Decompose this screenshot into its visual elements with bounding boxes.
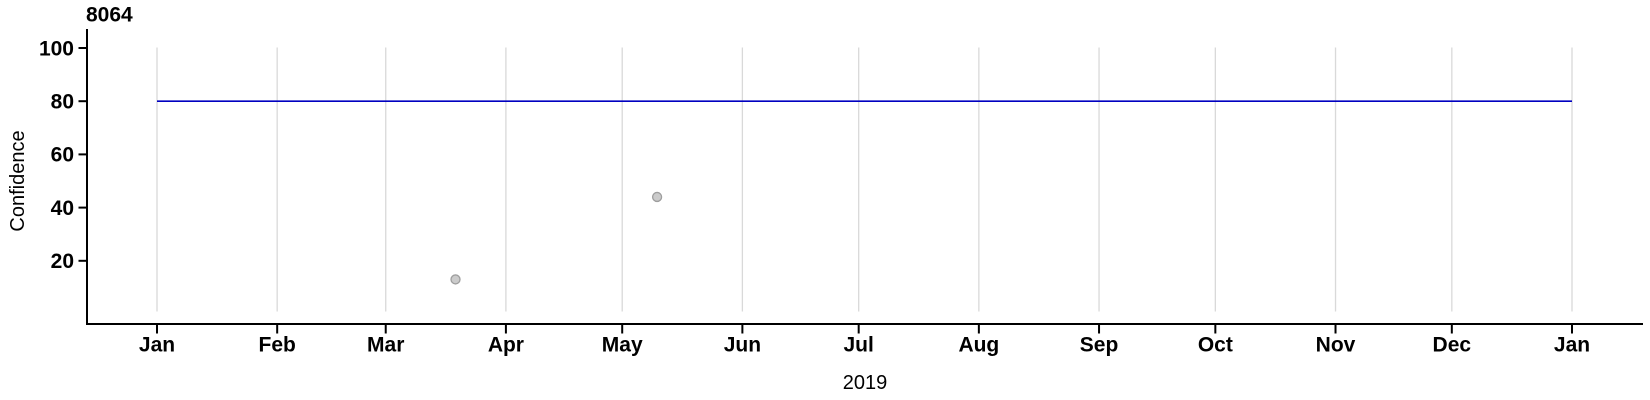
x-tick-label: Jun xyxy=(724,334,761,357)
x-tick-label: Jan xyxy=(1554,334,1590,357)
y-tick-label: 40 xyxy=(51,197,74,220)
y-tick-label: 60 xyxy=(51,144,74,167)
x-tick-label: Dec xyxy=(1433,334,1472,357)
y-axis-title: Confidence xyxy=(7,130,29,231)
gridlines-group xyxy=(156,47,1573,312)
data-point xyxy=(651,191,663,203)
x-tick-label: Jul xyxy=(844,334,874,357)
y-tick-label: 80 xyxy=(51,91,74,114)
data-point xyxy=(450,274,461,285)
x-axis-title: 2019 xyxy=(843,372,888,394)
tick-labels-group: Jan Feb Mar Apr May Jun Jul Aug Sep Oct Nov Dec Jan 2… xyxy=(39,37,1590,356)
series-group xyxy=(157,100,1572,285)
x-tick-label: Apr xyxy=(488,334,524,357)
ticks-group xyxy=(78,47,1573,334)
x-tick-label: Feb xyxy=(259,334,296,357)
x-tick-label: Oct xyxy=(1198,334,1233,357)
x-tick-label: Aug xyxy=(958,334,999,357)
chart-title: 8064 xyxy=(86,4,133,27)
x-tick-label: Mar xyxy=(367,334,404,357)
y-tick-label: 100 xyxy=(39,37,74,60)
y-tick-label: 20 xyxy=(51,250,74,273)
axes-group xyxy=(86,29,1643,325)
x-tick-label: Nov xyxy=(1316,334,1356,357)
x-tick-label: Sep xyxy=(1080,334,1119,357)
x-tick-label: Jan xyxy=(139,334,175,357)
x-tick-label: May xyxy=(602,334,643,357)
